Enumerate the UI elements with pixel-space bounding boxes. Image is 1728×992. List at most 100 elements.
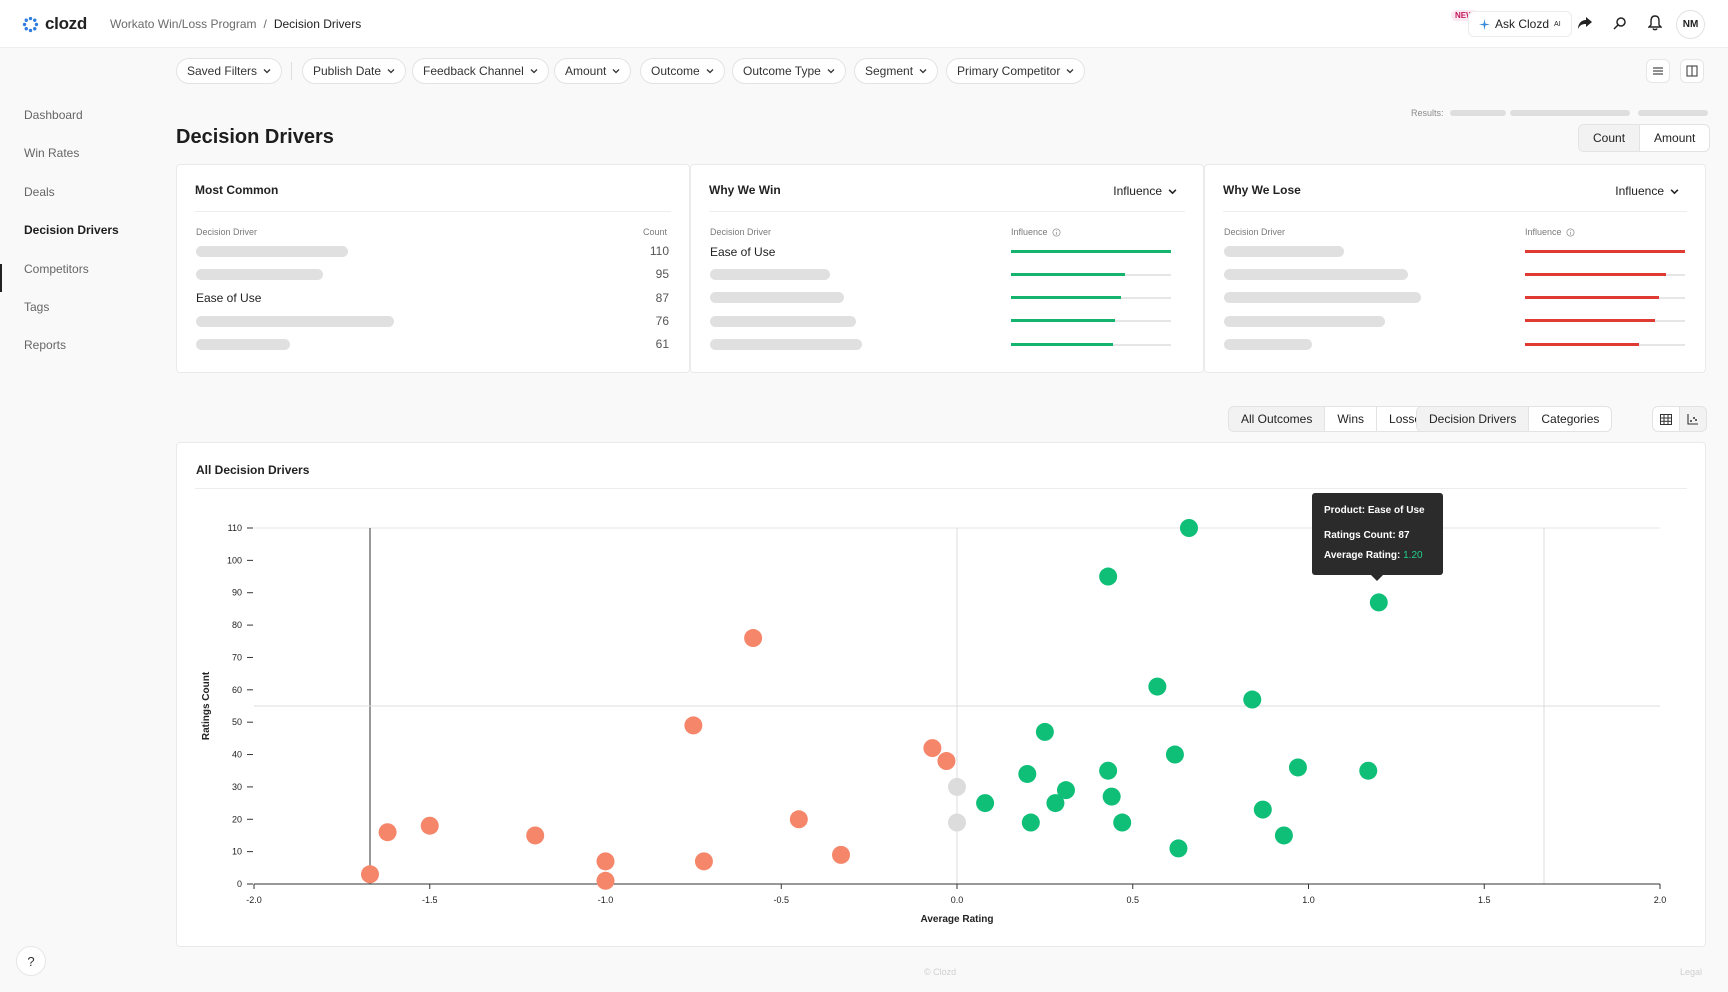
filter-outcome-type[interactable]: Outcome Type — [732, 58, 846, 84]
filter-saved-filters[interactable]: Saved Filters — [176, 58, 283, 84]
data-point[interactable] — [378, 823, 397, 842]
help-button[interactable]: ? — [16, 946, 46, 976]
info-icon[interactable] — [1566, 227, 1575, 237]
tooltip-title: Product: Ease of Use — [1324, 505, 1425, 516]
influence-bar-fill — [1525, 250, 1685, 253]
data-point[interactable] — [420, 816, 439, 835]
toggle-categories[interactable]: Categories — [1541, 412, 1600, 426]
data-point[interactable] — [832, 845, 851, 864]
filter-segment[interactable]: Segment — [854, 58, 939, 84]
bell-icon[interactable] — [1644, 12, 1666, 34]
card-title: Why We Win — [709, 183, 781, 197]
table-icon — [1660, 413, 1672, 425]
data-point[interactable] — [1099, 761, 1118, 780]
sidebar-item-tags[interactable]: Tags — [24, 300, 50, 314]
x-tick-label: -1.5 — [422, 895, 438, 905]
card-title: Why We Lose — [1223, 183, 1301, 197]
data-point[interactable] — [1113, 813, 1132, 832]
chevron-down-icon — [1066, 69, 1074, 74]
data-point[interactable] — [1102, 787, 1121, 806]
influence-dropdown[interactable]: Influence — [1113, 184, 1177, 198]
toggle-amount[interactable]: Amount — [1654, 131, 1696, 145]
info-icon[interactable] — [1052, 227, 1061, 237]
filter-outcome[interactable]: Outcome — [640, 58, 725, 84]
table-view-button[interactable] — [1652, 406, 1680, 432]
driver-name-placeholder — [1224, 339, 1312, 350]
filter-feedback-channel[interactable]: Feedback Channel — [412, 58, 549, 84]
influence-bar-fill — [1525, 343, 1639, 346]
data-point[interactable] — [1253, 800, 1272, 819]
chevron-down-icon — [919, 69, 927, 74]
filter-publish-date[interactable]: Publish Date — [302, 58, 407, 84]
toggle-decision-drivers[interactable]: Decision Drivers — [1417, 407, 1530, 431]
data-point[interactable] — [1148, 677, 1167, 696]
data-point[interactable] — [948, 813, 966, 832]
data-point[interactable] — [1165, 745, 1184, 764]
data-point[interactable] — [1274, 826, 1293, 845]
sidebar-item-competitors[interactable]: Competitors — [24, 262, 89, 276]
data-point[interactable] — [976, 794, 995, 813]
data-point[interactable] — [1056, 781, 1075, 800]
ask-clozd-button[interactable]: Ask Clozd AI — [1468, 11, 1572, 37]
panel-toggle-button[interactable] — [1680, 59, 1704, 83]
footer-legal-link[interactable]: Legal — [1680, 967, 1703, 977]
settings-lines-button[interactable] — [1646, 59, 1670, 83]
data-point[interactable] — [526, 826, 545, 845]
data-point[interactable] — [937, 752, 956, 771]
data-point[interactable] — [789, 810, 808, 829]
sidebar-item-deals[interactable]: Deals — [24, 185, 55, 199]
data-point[interactable] — [923, 739, 942, 758]
influence-bar-fill — [1011, 343, 1114, 346]
filter-label: Primary Competitor — [957, 64, 1061, 78]
search-icon[interactable] — [1609, 12, 1631, 34]
data-point[interactable] — [1288, 758, 1307, 777]
results-skeleton — [1638, 110, 1708, 116]
data-point[interactable] — [1369, 593, 1388, 612]
y-tick-label: 100 — [227, 555, 242, 565]
data-point[interactable] — [744, 629, 763, 648]
avatar[interactable]: NM — [1676, 10, 1705, 39]
data-point[interactable] — [1359, 761, 1378, 780]
data-point[interactable] — [596, 852, 615, 871]
data-point[interactable] — [1169, 839, 1188, 858]
breadcrumb-program[interactable]: Workato Win/Loss Program — [110, 17, 257, 31]
data-point[interactable] — [684, 716, 703, 735]
driver-name[interactable]: Ease of Use — [710, 245, 776, 259]
data-point[interactable] — [1243, 690, 1262, 709]
filter-amount[interactable]: Amount — [554, 58, 632, 84]
y-axis-label: Ratings Count — [201, 671, 212, 740]
filter-primary-competitor[interactable]: Primary Competitor — [946, 58, 1086, 84]
sidebar-item-win-rates[interactable]: Win Rates — [24, 146, 80, 160]
toggle-all-outcomes[interactable]: All Outcomes — [1229, 407, 1326, 431]
driver-name-placeholder — [196, 339, 290, 350]
sidebar-item-dashboard[interactable]: Dashboard — [24, 108, 83, 122]
y-tick-label: 0 — [237, 879, 242, 889]
sidebar-item-decision-drivers[interactable]: Decision Drivers — [24, 223, 119, 237]
y-tick-label: 20 — [232, 814, 242, 824]
data-point[interactable] — [1099, 567, 1118, 586]
data-point[interactable] — [1179, 519, 1198, 537]
data-point[interactable] — [1021, 813, 1040, 832]
data-point[interactable] — [694, 852, 713, 871]
data-point[interactable] — [1018, 764, 1037, 783]
data-point[interactable] — [1046, 794, 1065, 813]
driver-count: 87 — [655, 291, 669, 305]
sidebar-item-reports[interactable]: Reports — [24, 338, 67, 352]
toggle-count[interactable]: Count — [1579, 125, 1641, 151]
data-point[interactable] — [596, 871, 615, 890]
clozd-logo[interactable]: clozd — [22, 14, 87, 34]
toggle-wins[interactable]: Wins — [1325, 407, 1378, 431]
chevron-down-icon — [706, 69, 714, 74]
influence-bar — [1011, 319, 1171, 322]
dropdown-label: Influence — [1615, 184, 1664, 198]
data-point[interactable] — [948, 777, 966, 796]
data-point[interactable] — [360, 865, 379, 884]
chart-view-button[interactable] — [1679, 406, 1707, 432]
help-icon: ? — [27, 953, 35, 969]
filter-label: Feedback Channel — [423, 64, 524, 78]
influence-dropdown[interactable]: Influence — [1615, 184, 1679, 198]
driver-name[interactable]: Ease of Use — [196, 291, 262, 305]
data-point[interactable] — [1035, 722, 1054, 741]
share-icon[interactable] — [1574, 12, 1596, 34]
column-header-influence: Influence — [1011, 227, 1061, 237]
